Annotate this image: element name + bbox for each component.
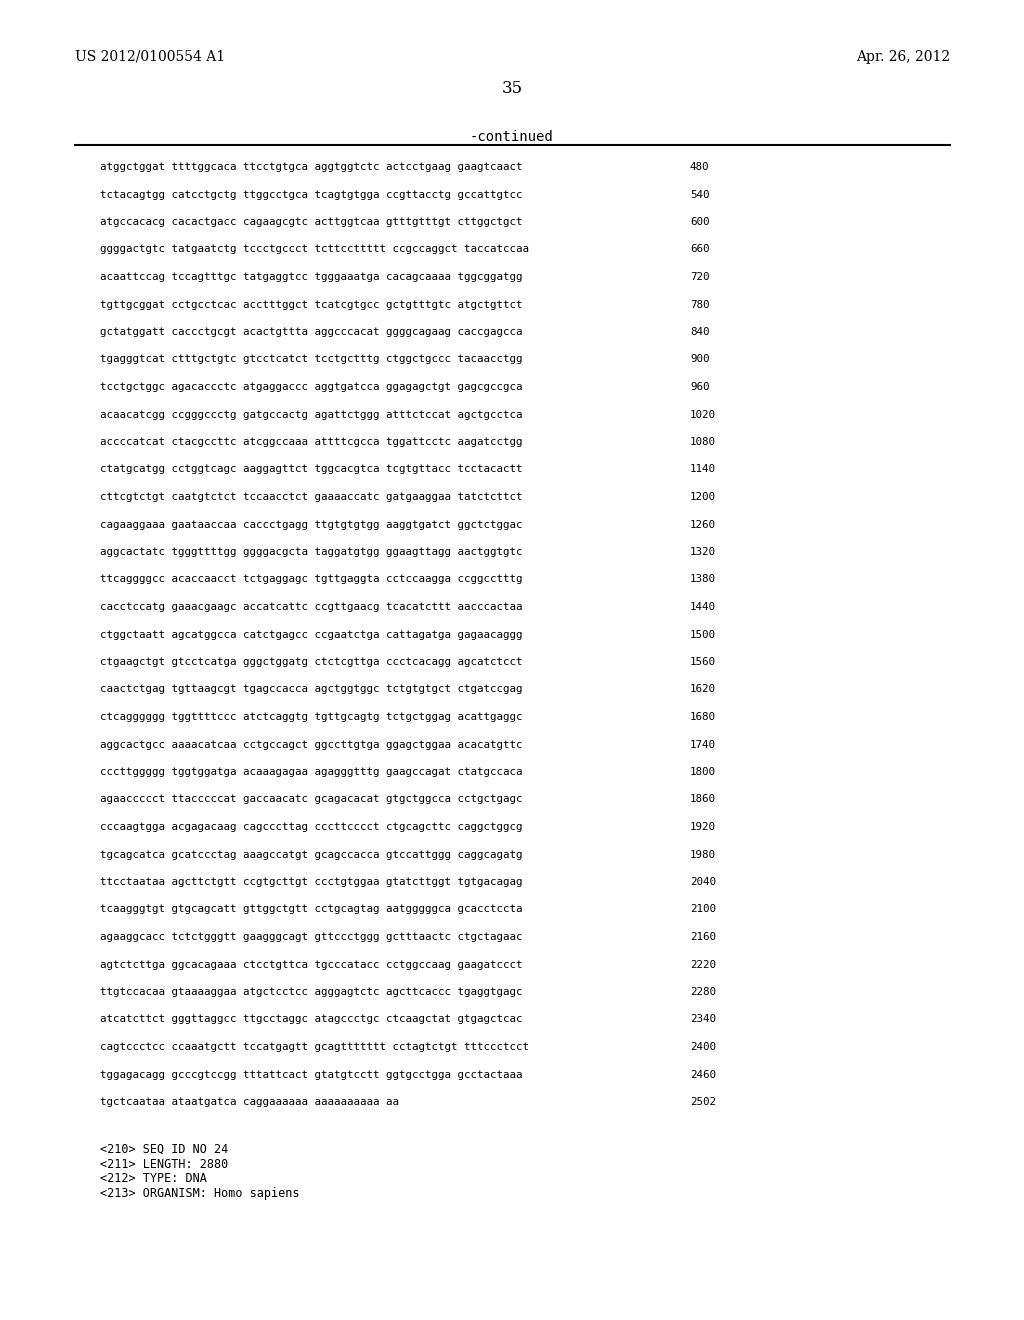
Text: 900: 900 (690, 355, 710, 364)
Text: tggagacagg gcccgtccgg tttattcact gtatgtcctt ggtgcctgga gcctactaaa: tggagacagg gcccgtccgg tttattcact gtatgtc… (100, 1069, 522, 1080)
Text: Apr. 26, 2012: Apr. 26, 2012 (856, 50, 950, 63)
Text: cttcgtctgt caatgtctct tccaacctct gaaaaccatc gatgaaggaa tatctcttct: cttcgtctgt caatgtctct tccaacctct gaaaacc… (100, 492, 522, 502)
Text: 1020: 1020 (690, 409, 716, 420)
Text: 1200: 1200 (690, 492, 716, 502)
Text: <213> ORGANISM: Homo sapiens: <213> ORGANISM: Homo sapiens (100, 1188, 299, 1200)
Text: 1500: 1500 (690, 630, 716, 639)
Text: <211> LENGTH: 2880: <211> LENGTH: 2880 (100, 1158, 228, 1171)
Text: 1140: 1140 (690, 465, 716, 474)
Text: cagtccctcc ccaaatgctt tccatgagtt gcagttttttt cctagtctgt tttccctcct: cagtccctcc ccaaatgctt tccatgagtt gcagttt… (100, 1041, 529, 1052)
Text: ctatgcatgg cctggtcagc aaggagttct tggcacgtca tcgtgttacc tcctacactt: ctatgcatgg cctggtcagc aaggagttct tggcacg… (100, 465, 522, 474)
Text: 2220: 2220 (690, 960, 716, 969)
Text: -continued: -continued (470, 129, 554, 144)
Text: 2040: 2040 (690, 876, 716, 887)
Text: ctggctaatt agcatggcca catctgagcc ccgaatctga cattagatga gagaacaggg: ctggctaatt agcatggcca catctgagcc ccgaatc… (100, 630, 522, 639)
Text: 1080: 1080 (690, 437, 716, 447)
Text: ctgaagctgt gtcctcatga gggctggatg ctctcgttga ccctcacagg agcatctcct: ctgaagctgt gtcctcatga gggctggatg ctctcgt… (100, 657, 522, 667)
Text: ttgtccacaa gtaaaaggaa atgctcctcc agggagtctc agcttcaccc tgaggtgagc: ttgtccacaa gtaaaaggaa atgctcctcc agggagt… (100, 987, 522, 997)
Text: 1560: 1560 (690, 657, 716, 667)
Text: tgttgcggat cctgcctcac acctttggct tcatcgtgcc gctgtttgtc atgctgttct: tgttgcggat cctgcctcac acctttggct tcatcgt… (100, 300, 522, 309)
Text: 2100: 2100 (690, 904, 716, 915)
Text: atcatcttct gggttaggcc ttgcctaggc atagccctgc ctcaagctat gtgagctcac: atcatcttct gggttaggcc ttgcctaggc atagccc… (100, 1015, 522, 1024)
Text: 2400: 2400 (690, 1041, 716, 1052)
Text: 1380: 1380 (690, 574, 716, 585)
Text: 1860: 1860 (690, 795, 716, 804)
Text: 2460: 2460 (690, 1069, 716, 1080)
Text: tctacagtgg catcctgctg ttggcctgca tcagtgtgga ccgttacctg gccattgtcc: tctacagtgg catcctgctg ttggcctgca tcagtgt… (100, 190, 522, 199)
Text: 1980: 1980 (690, 850, 716, 859)
Text: 1680: 1680 (690, 711, 716, 722)
Text: <210> SEQ ID NO 24: <210> SEQ ID NO 24 (100, 1143, 228, 1155)
Text: gctatggatt caccctgcgt acactgttta aggcccacat ggggcagaag caccgagcca: gctatggatt caccctgcgt acactgttta aggccca… (100, 327, 522, 337)
Text: 2160: 2160 (690, 932, 716, 942)
Text: acaacatcgg ccgggccctg gatgccactg agattctggg atttctccat agctgcctca: acaacatcgg ccgggccctg gatgccactg agattct… (100, 409, 522, 420)
Text: ttcctaataa agcttctgtt ccgtgcttgt ccctgtggaa gtatcttggt tgtgacagag: ttcctaataa agcttctgtt ccgtgcttgt ccctgtg… (100, 876, 522, 887)
Text: atgccacacg cacactgacc cagaagcgtc acttggtcaa gtttgtttgt cttggctgct: atgccacacg cacactgacc cagaagcgtc acttggt… (100, 216, 522, 227)
Text: tgctcaataa ataatgatca caggaaaaaa aaaaaaaaaa aa: tgctcaataa ataatgatca caggaaaaaa aaaaaaa… (100, 1097, 399, 1107)
Text: aggcactgcc aaaacatcaa cctgccagct ggccttgtga ggagctggaa acacatgttc: aggcactgcc aaaacatcaa cctgccagct ggccttg… (100, 739, 522, 750)
Text: 1440: 1440 (690, 602, 716, 612)
Text: ggggactgtc tatgaatctg tccctgccct tcttccttttt ccgccaggct taccatccaa: ggggactgtc tatgaatctg tccctgccct tcttcct… (100, 244, 529, 255)
Text: acaattccag tccagtttgc tatgaggtcc tgggaaatga cacagcaaaa tggcggatgg: acaattccag tccagtttgc tatgaggtcc tgggaaa… (100, 272, 522, 282)
Text: ctcagggggg tggttttccc atctcaggtg tgttgcagtg tctgctggag acattgaggc: ctcagggggg tggttttccc atctcaggtg tgttgca… (100, 711, 522, 722)
Text: 780: 780 (690, 300, 710, 309)
Text: 600: 600 (690, 216, 710, 227)
Text: US 2012/0100554 A1: US 2012/0100554 A1 (75, 50, 225, 63)
Text: 1740: 1740 (690, 739, 716, 750)
Text: accccatcat ctacgccttc atcggccaaa attttcgcca tggattcctc aagatcctgg: accccatcat ctacgccttc atcggccaaa attttcg… (100, 437, 522, 447)
Text: tcctgctggc agacaccctc atgaggaccc aggtgatcca ggagagctgt gagcgccgca: tcctgctggc agacaccctc atgaggaccc aggtgat… (100, 381, 522, 392)
Text: 660: 660 (690, 244, 710, 255)
Text: aggcactatc tgggttttgg ggggacgcta taggatgtgg ggaagttagg aactggtgtc: aggcactatc tgggttttgg ggggacgcta taggatg… (100, 546, 522, 557)
Text: 480: 480 (690, 162, 710, 172)
Text: 2340: 2340 (690, 1015, 716, 1024)
Text: agaaggcacc tctctgggtt gaagggcagt gttccctggg gctttaactc ctgctagaac: agaaggcacc tctctgggtt gaagggcagt gttccct… (100, 932, 522, 942)
Text: cccttggggg tggtggatga acaaagagaa agagggtttg gaagccagat ctatgccaca: cccttggggg tggtggatga acaaagagaa agagggt… (100, 767, 522, 777)
Text: atggctggat ttttggcaca ttcctgtgca aggtggtctc actcctgaag gaagtcaact: atggctggat ttttggcaca ttcctgtgca aggtggt… (100, 162, 522, 172)
Text: 960: 960 (690, 381, 710, 392)
Text: tcaagggtgt gtgcagcatt gttggctgtt cctgcagtag aatgggggca gcacctccta: tcaagggtgt gtgcagcatt gttggctgtt cctgcag… (100, 904, 522, 915)
Text: 2502: 2502 (690, 1097, 716, 1107)
Text: 1920: 1920 (690, 822, 716, 832)
Text: 1620: 1620 (690, 685, 716, 694)
Text: 540: 540 (690, 190, 710, 199)
Text: agaaccccct ttacccccat gaccaacatc gcagacacat gtgctggcca cctgctgagc: agaaccccct ttacccccat gaccaacatc gcagaca… (100, 795, 522, 804)
Text: cacctccatg gaaacgaagc accatcattc ccgttgaacg tcacatcttt aacccactaa: cacctccatg gaaacgaagc accatcattc ccgttga… (100, 602, 522, 612)
Text: 840: 840 (690, 327, 710, 337)
Text: 35: 35 (502, 81, 522, 96)
Text: cccaagtgga acgagacaag cagcccttag cccttcccct ctgcagcttc caggctggcg: cccaagtgga acgagacaag cagcccttag cccttcc… (100, 822, 522, 832)
Text: cagaaggaaa gaataaccaa caccctgagg ttgtgtgtgg aaggtgatct ggctctggac: cagaaggaaa gaataaccaa caccctgagg ttgtgtg… (100, 520, 522, 529)
Text: 1800: 1800 (690, 767, 716, 777)
Text: caactctgag tgttaagcgt tgagccacca agctggtggc tctgtgtgct ctgatccgag: caactctgag tgttaagcgt tgagccacca agctggt… (100, 685, 522, 694)
Text: 720: 720 (690, 272, 710, 282)
Text: tgagggtcat ctttgctgtc gtcctcatct tcctgctttg ctggctgccc tacaacctgg: tgagggtcat ctttgctgtc gtcctcatct tcctgct… (100, 355, 522, 364)
Text: <212> TYPE: DNA: <212> TYPE: DNA (100, 1172, 207, 1185)
Text: 2280: 2280 (690, 987, 716, 997)
Text: tgcagcatca gcatccctag aaagccatgt gcagccacca gtccattggg caggcagatg: tgcagcatca gcatccctag aaagccatgt gcagcca… (100, 850, 522, 859)
Text: 1260: 1260 (690, 520, 716, 529)
Text: ttcaggggcc acaccaacct tctgaggagc tgttgaggta cctccaagga ccggcctttg: ttcaggggcc acaccaacct tctgaggagc tgttgag… (100, 574, 522, 585)
Text: agtctcttga ggcacagaaa ctcctgttca tgcccatacc cctggccaag gaagatccct: agtctcttga ggcacagaaa ctcctgttca tgcccat… (100, 960, 522, 969)
Text: 1320: 1320 (690, 546, 716, 557)
